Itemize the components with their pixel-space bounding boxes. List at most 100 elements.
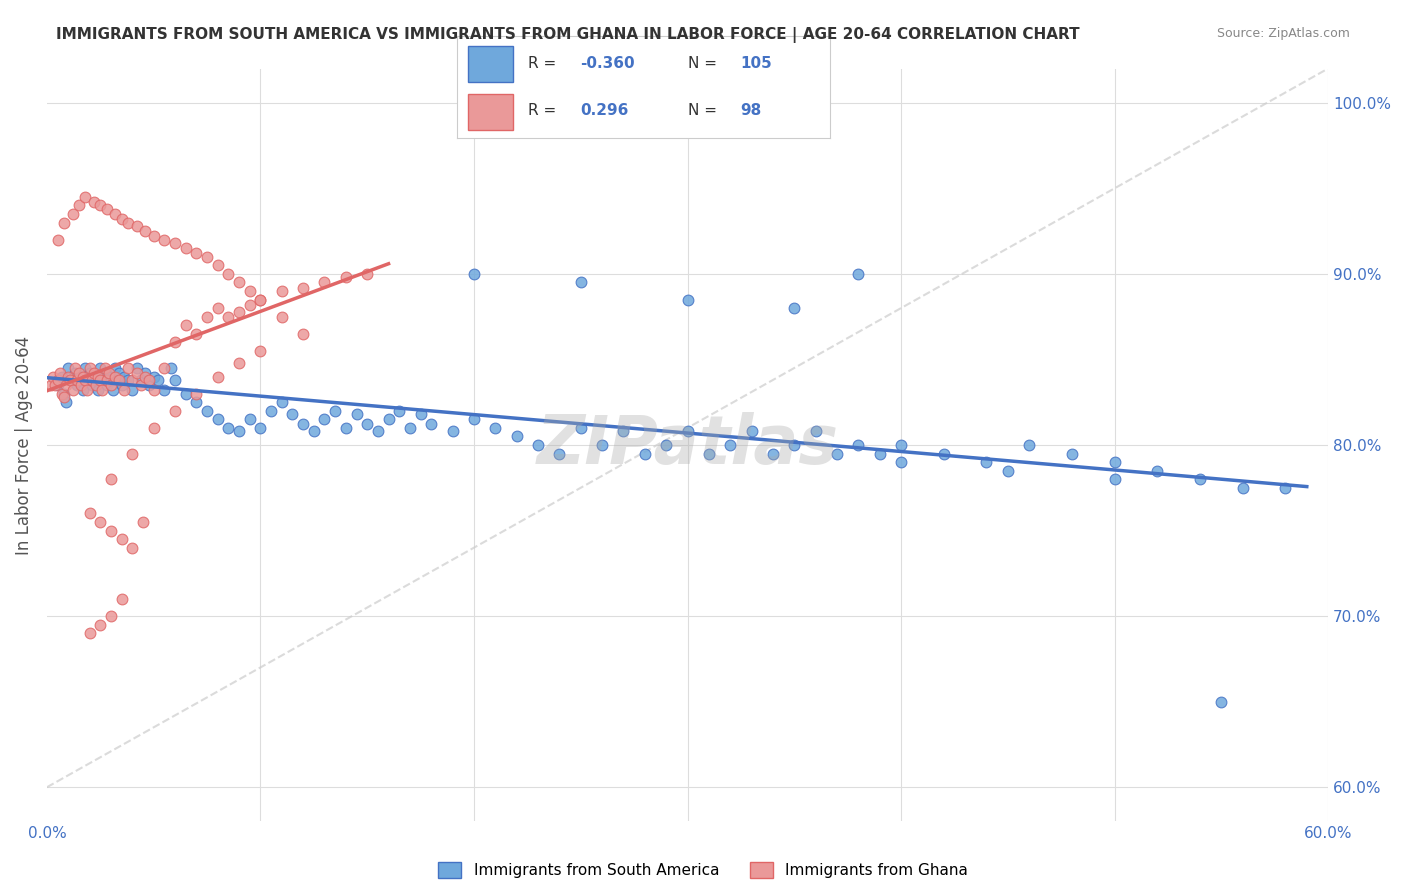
- Point: [112, 369, 135, 384]
- Point: [399, 421, 422, 435]
- Point: [217, 421, 239, 435]
- Point: [89, 361, 111, 376]
- Point: [142, 369, 165, 384]
- Point: [548, 446, 571, 460]
- Point: [239, 284, 262, 298]
- Point: [270, 310, 292, 324]
- Point: [228, 356, 250, 370]
- Text: N =: N =: [688, 103, 721, 118]
- Point: [125, 366, 148, 380]
- Point: [87, 383, 110, 397]
- Point: [129, 378, 152, 392]
- Point: [302, 425, 325, 439]
- Point: [676, 425, 699, 439]
- Point: [228, 304, 250, 318]
- Point: [70, 378, 93, 392]
- Point: [1232, 481, 1254, 495]
- Point: [84, 373, 107, 387]
- Y-axis label: In Labor Force | Age 20-64: In Labor Force | Age 20-64: [15, 335, 32, 555]
- Point: [100, 373, 122, 387]
- Point: [249, 293, 271, 307]
- Point: [83, 194, 105, 209]
- Point: [890, 455, 912, 469]
- Point: [207, 369, 229, 384]
- Point: [1146, 464, 1168, 478]
- Point: [846, 267, 869, 281]
- Point: [174, 386, 197, 401]
- Point: [1211, 695, 1233, 709]
- Point: [346, 407, 368, 421]
- Point: [409, 407, 432, 421]
- Point: [270, 284, 292, 298]
- Text: 105: 105: [740, 56, 772, 70]
- Point: [117, 215, 139, 229]
- Point: [67, 198, 90, 212]
- Point: [676, 293, 699, 307]
- Point: [239, 298, 262, 312]
- Point: [1104, 455, 1126, 469]
- Point: [48, 366, 70, 380]
- Point: [484, 421, 506, 435]
- Point: [281, 407, 304, 421]
- Point: [314, 412, 336, 426]
- Point: [159, 361, 181, 376]
- Point: [105, 373, 128, 387]
- Point: [67, 369, 90, 384]
- Text: ZIPatlas: ZIPatlas: [537, 412, 838, 478]
- Point: [163, 235, 186, 250]
- Point: [46, 233, 69, 247]
- Point: [96, 378, 118, 392]
- Point: [62, 207, 84, 221]
- Point: [741, 425, 763, 439]
- Point: [655, 438, 678, 452]
- Point: [997, 464, 1019, 478]
- Point: [104, 207, 127, 221]
- Point: [195, 403, 218, 417]
- Point: [846, 438, 869, 452]
- Point: [100, 472, 122, 486]
- Point: [142, 383, 165, 397]
- Point: [292, 326, 315, 341]
- Text: Source: ZipAtlas.com: Source: ZipAtlas.com: [1216, 27, 1350, 40]
- Point: [1188, 472, 1211, 486]
- Point: [51, 369, 73, 384]
- Point: [142, 229, 165, 244]
- Point: [80, 373, 103, 387]
- Point: [1060, 446, 1083, 460]
- Point: [377, 412, 399, 426]
- Point: [134, 224, 156, 238]
- Point: [108, 366, 131, 380]
- Point: [89, 617, 111, 632]
- Point: [111, 532, 134, 546]
- Point: [108, 373, 131, 387]
- Point: [51, 386, 73, 401]
- Point: [186, 326, 208, 341]
- Point: [100, 378, 122, 392]
- Point: [228, 276, 250, 290]
- Point: [111, 592, 134, 607]
- Point: [591, 438, 613, 452]
- Point: [104, 369, 127, 384]
- Point: [72, 383, 94, 397]
- Point: [84, 378, 107, 392]
- Point: [91, 373, 114, 387]
- Point: [79, 361, 101, 376]
- Point: [93, 361, 115, 376]
- Point: [195, 310, 218, 324]
- Point: [121, 383, 143, 397]
- Point: [97, 366, 120, 380]
- Point: [569, 421, 592, 435]
- Point: [163, 373, 186, 387]
- Point: [697, 446, 720, 460]
- Point: [207, 301, 229, 315]
- Point: [207, 258, 229, 272]
- Point: [356, 417, 378, 432]
- Point: [260, 403, 283, 417]
- Point: [1104, 472, 1126, 486]
- Point: [121, 446, 143, 460]
- Point: [83, 369, 105, 384]
- Point: [96, 373, 118, 387]
- Point: [79, 626, 101, 640]
- Point: [228, 425, 250, 439]
- Point: [634, 446, 657, 460]
